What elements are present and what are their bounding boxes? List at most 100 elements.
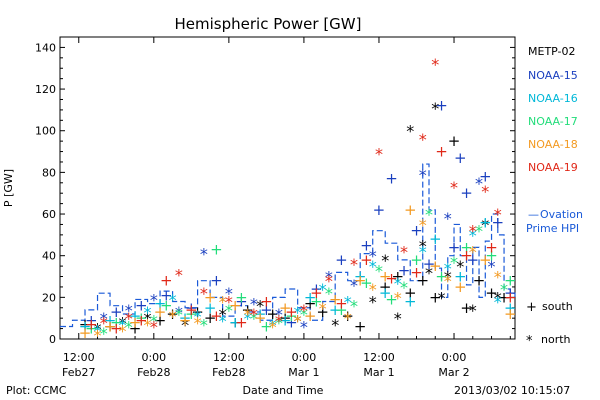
legend-noaa18: NOAA-18 [528, 138, 578, 151]
x-tick-date: Feb27 [62, 366, 95, 379]
south-marker: + [260, 301, 273, 319]
south-marker: + [460, 238, 473, 256]
south-marker: + [379, 284, 392, 302]
south-marker: + [454, 268, 467, 286]
north-marker: * [350, 255, 358, 274]
south-marker: + [135, 309, 148, 327]
south-marker: + [410, 222, 423, 240]
south-marker: + [485, 247, 498, 265]
south-marker: + [504, 288, 517, 306]
north-marker: * [350, 297, 358, 316]
south-marker: + [135, 311, 148, 329]
north-marker: * [200, 284, 208, 303]
south-marker: + [229, 313, 242, 331]
north-marker: * [250, 309, 258, 328]
south-marker: + [191, 303, 204, 321]
south-marker: + [154, 311, 167, 329]
south-marker: + [479, 251, 492, 269]
south-marker: + [129, 320, 142, 338]
north-marker: * [344, 293, 352, 312]
south-marker: + [85, 315, 98, 333]
north-marker: * [456, 257, 464, 276]
south-marker: + [154, 303, 167, 321]
south-marker: + [129, 307, 142, 325]
north-marker: * [181, 315, 189, 334]
north-marker: * [469, 243, 477, 262]
north-marker: * [219, 293, 227, 312]
y-tick-label: 20 [42, 291, 56, 304]
x-tick-date: Mar 1 [288, 366, 319, 379]
south-marker: + [360, 251, 373, 269]
north-marker: * [444, 259, 452, 278]
south-marker: + [304, 307, 317, 325]
south-marker: + [160, 286, 173, 304]
y-tick-label: 80 [42, 166, 56, 179]
legend-noaa15: NOAA-15 [528, 69, 578, 82]
south-marker: + [466, 251, 479, 269]
x-axis-ticks: 12:00 Feb27 0:00 Feb28 12:00 Feb28 0:00 Mar 1 12… [62, 37, 511, 379]
north-marker: * [225, 284, 233, 303]
x-tick-time: 0:00 [442, 351, 467, 364]
data-markers: + + + + + + + ++ + ++ + +++++++++++ +* * * ** ** ********… [79, 55, 517, 345]
north-marker: * [369, 293, 377, 312]
south-marker: + [354, 318, 367, 336]
north-marker: * [100, 324, 108, 343]
south-marker: + [498, 288, 511, 306]
south-marker: + [504, 305, 517, 323]
north-marker: * [444, 272, 452, 291]
south-marker: + [229, 297, 242, 315]
y-tick-label: 60 [42, 208, 56, 221]
south-marker: + [104, 311, 117, 329]
south-marker: + [391, 268, 404, 286]
north-marker: * [375, 261, 383, 280]
x-axis-label: Date and Time [243, 384, 324, 397]
south-marker: + [435, 268, 448, 286]
north-marker: * [150, 290, 158, 309]
north-marker: * [225, 301, 233, 320]
south-marker: + [166, 305, 179, 323]
south-marker: + [279, 299, 292, 317]
north-marker: * [125, 301, 133, 320]
north-marker: * [419, 130, 427, 149]
north-marker: * [319, 299, 327, 318]
north-marker: * [119, 313, 127, 332]
north-marker: * [119, 322, 127, 341]
north-marker: * [325, 268, 333, 287]
north-marker: * [169, 307, 177, 326]
north-marker: * [94, 320, 102, 339]
south-marker: + [229, 313, 242, 331]
south-marker: + [335, 295, 348, 313]
north-marker: * [494, 268, 502, 287]
north-marker: * [300, 318, 308, 337]
north-marker: * [144, 309, 152, 328]
north-marker: * [444, 209, 452, 228]
south-marker: + [204, 288, 217, 306]
south-marker: + [241, 301, 254, 319]
south-marker: + [485, 238, 498, 256]
north-marker: * [494, 293, 502, 312]
north-marker: * [294, 311, 302, 330]
south-marker: + [354, 272, 367, 290]
north-marker: * [369, 280, 377, 299]
north-marker: * [94, 322, 102, 341]
x-tick-date: Mar 2 [438, 366, 469, 379]
y-tick-label: 140 [35, 41, 56, 54]
north-marker: * [469, 301, 477, 320]
south-marker: + [110, 303, 123, 321]
south-marker: + [285, 303, 298, 321]
south-marker: + [254, 305, 267, 323]
legend-noaa19: NOAA-19 [528, 161, 578, 174]
north-marker: * [125, 309, 133, 328]
north-marker: * [419, 243, 427, 262]
south-marker: + [385, 170, 398, 188]
south-marker: + [129, 313, 142, 331]
plot-frame [59, 36, 516, 340]
legend-ovation-dash: — [528, 208, 539, 221]
north-marker: * [369, 257, 377, 276]
north-marker: * [275, 305, 283, 324]
south-marker: + [504, 299, 517, 317]
south-marker: + [235, 313, 248, 331]
north-marker: * [331, 315, 339, 334]
south-marker: + [410, 251, 423, 269]
legend-north-symbol: * [526, 334, 533, 349]
